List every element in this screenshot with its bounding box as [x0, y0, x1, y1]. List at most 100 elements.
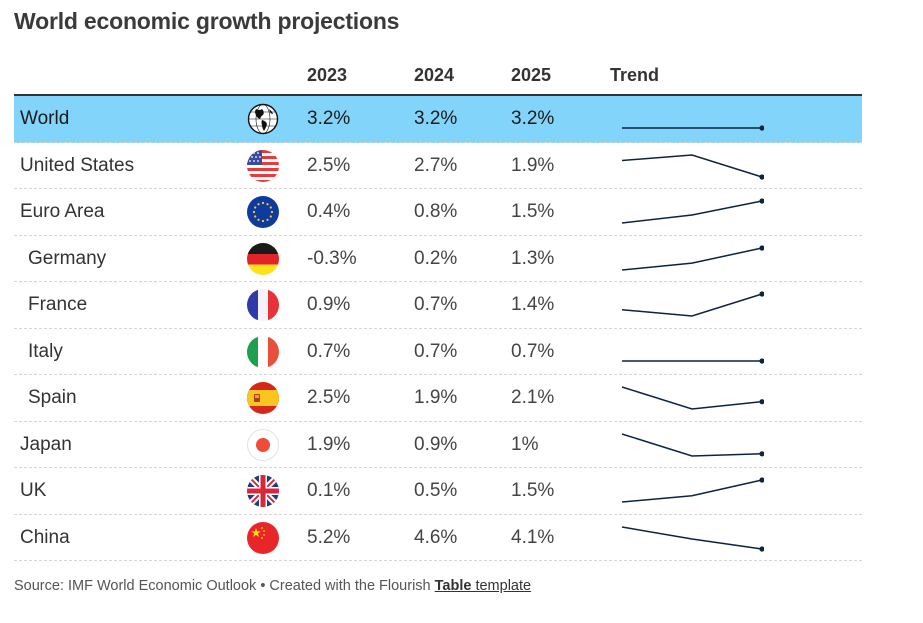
value-2025: 1.4% — [511, 294, 555, 315]
trend-sparkline — [621, 153, 764, 180]
trend-end-point — [759, 173, 764, 180]
trend-end-point — [759, 244, 764, 251]
value-2024: 0.5% — [414, 480, 458, 501]
value-2023: 2.5% — [307, 154, 351, 176]
france-flag-icon — [247, 289, 279, 321]
trend-sparkline — [621, 386, 764, 410]
value-2023: 2.5% — [307, 387, 351, 408]
value-2024: 1.9% — [414, 387, 458, 408]
value-2025: 1.5% — [511, 480, 555, 501]
trend-line — [621, 432, 763, 457]
country-name: China — [20, 526, 70, 548]
link-rest-text: template — [471, 578, 532, 594]
uk-flag-icon — [247, 475, 279, 507]
value-2023: 1.9% — [307, 433, 351, 455]
table-row[interactable]: Spain 2.5% 1.9% 2.1% — [14, 375, 862, 422]
country-name: Japan — [20, 433, 72, 455]
value-2024: 0.2% — [414, 247, 458, 269]
italy-flag-icon — [247, 335, 279, 368]
growth-table: 2023 2024 2025 Trend World 3.2% 3.2% 3.2% U… — [14, 56, 862, 561]
header-trend: Trend — [610, 65, 660, 85]
table-header: 2023 2024 2025 Trend — [14, 56, 862, 96]
trend-line — [621, 153, 763, 178]
table-row[interactable]: United States 2.5% 2.7% 1.9% — [14, 143, 862, 189]
value-2025: 1% — [511, 433, 539, 455]
us-flag-icon — [247, 149, 279, 182]
trend-sparkline — [622, 125, 764, 131]
footer-source: Source: IMF World Economic Outlook • Cre… — [14, 578, 531, 594]
trend-end-point — [759, 357, 764, 364]
table-body: World 3.2% 3.2% 3.2% United States 2.5% 2.7%… — [14, 96, 862, 561]
trend-sparkline — [622, 357, 764, 364]
value-2023: 3.2% — [307, 108, 351, 129]
country-name: Germany — [28, 247, 107, 269]
table-row[interactable]: Japan 1.9% 0.9% 1% — [14, 422, 862, 468]
china-flag-icon — [247, 521, 279, 554]
value-2023: 0.4% — [307, 201, 351, 222]
trend-sparkline — [621, 244, 764, 271]
value-2023: 5.2% — [307, 526, 351, 548]
country-name: Italy — [28, 340, 63, 362]
table-row[interactable]: Euro Area 0.4% 0.8% 1.5% — [14, 189, 862, 236]
value-2025: 0.7% — [511, 340, 555, 362]
table-row[interactable]: Germany -0.3% 0.2% 1.3% — [14, 236, 862, 282]
header-2025[interactable]: 2025 — [511, 65, 552, 85]
value-2023: 0.1% — [307, 480, 351, 501]
value-2025: 1.5% — [511, 201, 555, 222]
trend-end-point — [759, 125, 764, 131]
trend-sparkline — [621, 432, 764, 457]
page-title: World economic growth projections — [14, 8, 400, 34]
country-name: Euro Area — [20, 201, 105, 222]
trend-line — [621, 479, 763, 503]
value-2023: -0.3% — [307, 247, 357, 269]
country-name: Spain — [28, 387, 77, 408]
value-2024: 0.8% — [414, 201, 458, 222]
eu-flag-icon — [247, 196, 279, 228]
table-row[interactable]: Italy 0.7% 0.7% 0.7% — [14, 329, 862, 375]
table-row[interactable]: France 0.9% 0.7% 1.4% — [14, 282, 862, 329]
country-name: World — [20, 108, 70, 129]
japan-flag-icon — [247, 428, 279, 461]
value-2025: 3.2% — [511, 108, 555, 129]
table-row[interactable]: World 3.2% 3.2% 3.2% — [14, 96, 862, 143]
header-2024[interactable]: 2024 — [414, 65, 455, 85]
value-2025: 1.3% — [511, 247, 555, 269]
table-template-link[interactable]: Table template — [435, 578, 531, 594]
trend-end-point — [759, 291, 764, 297]
value-2023: 0.9% — [307, 294, 351, 315]
trend-sparkline — [621, 198, 764, 224]
trend-end-point — [759, 545, 764, 552]
value-2025: 4.1% — [511, 526, 555, 548]
header-2023[interactable]: 2023 — [307, 65, 348, 85]
value-2024: 0.7% — [414, 340, 458, 362]
table-row[interactable]: UK 0.1% 0.5% 1.5% — [14, 468, 862, 515]
value-2025: 2.1% — [511, 387, 555, 408]
link-bold-text: Table — [434, 578, 472, 594]
trend-end-point — [759, 198, 764, 204]
source-text: Source: IMF World Economic Outlook • Cre… — [14, 578, 435, 594]
trend-line — [621, 246, 763, 271]
trend-line — [621, 525, 763, 550]
table-row[interactable]: China 5.2% 4.6% 4.1% — [14, 515, 862, 561]
country-name: France — [28, 294, 88, 315]
spain-flag-icon — [247, 382, 279, 414]
trend-sparkline — [621, 525, 764, 552]
value-2024: 3.2% — [414, 108, 458, 129]
country-name: United States — [20, 154, 135, 176]
value-2024: 2.7% — [414, 154, 458, 176]
value-2024: 0.7% — [414, 294, 458, 315]
trend-line — [621, 200, 763, 224]
trend-end-point — [759, 399, 764, 405]
globe-icon — [247, 103, 279, 135]
trend-end-point — [759, 450, 764, 456]
germany-flag-icon — [247, 242, 279, 275]
value-2023: 0.7% — [307, 340, 351, 362]
trend-line — [621, 293, 763, 317]
trend-sparkline — [621, 477, 764, 503]
value-2025: 1.9% — [511, 154, 555, 176]
value-2024: 0.9% — [414, 433, 458, 455]
trend-line — [621, 386, 763, 410]
trend-sparkline — [621, 291, 764, 317]
trend-end-point — [759, 477, 764, 483]
country-name: UK — [20, 480, 47, 501]
